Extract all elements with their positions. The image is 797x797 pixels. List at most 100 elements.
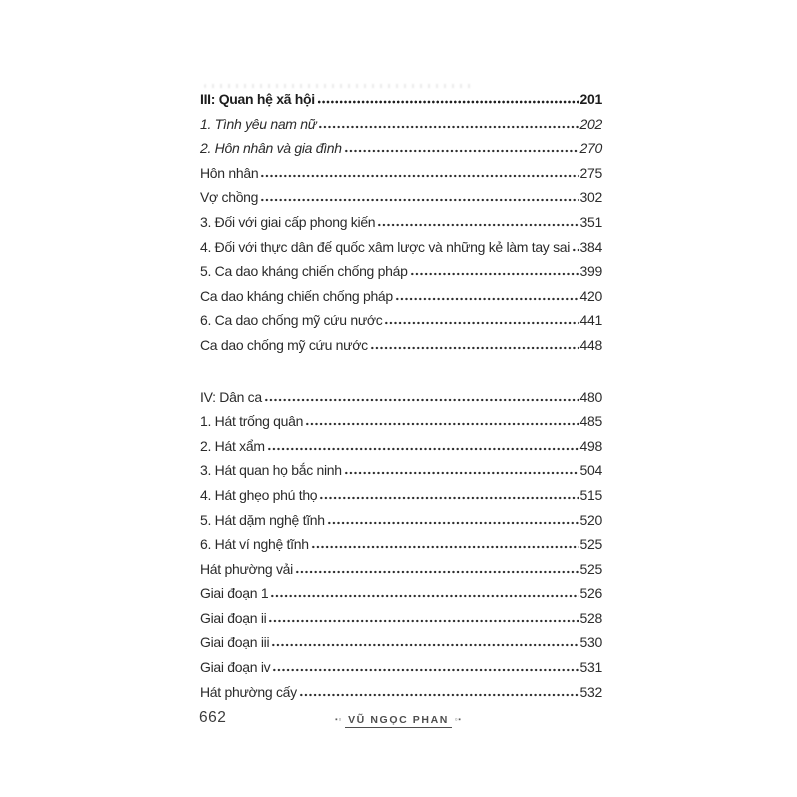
toc-entry-label: 4. Đối với thực dân đế quốc xâm lược và … bbox=[200, 238, 571, 255]
toc-entry-page-number: 202 bbox=[579, 115, 603, 132]
dot-leader bbox=[260, 198, 579, 203]
toc-row: Vợ chồng 302 bbox=[200, 185, 602, 210]
toc-entry-page-number: 384 bbox=[579, 238, 603, 255]
toc-entry-page-number: 275 bbox=[579, 164, 603, 181]
toc-entry-page-number: 441 bbox=[579, 312, 603, 329]
author-logo: ▪▫ VŨ NGỌC PHAN ▫▪ bbox=[0, 714, 797, 728]
toc-entry-page-number: 504 bbox=[579, 462, 603, 479]
toc-entry-label: Giai đoạn ii bbox=[200, 609, 267, 626]
toc-entry-label: 5. Ca dao kháng chiến chống pháp bbox=[200, 263, 408, 280]
toc-entry-label: 2. Hát xẩm bbox=[200, 437, 265, 454]
dot-leader bbox=[394, 296, 579, 301]
toc-row: 5. Hát dặm nghệ tĩnh 520 bbox=[200, 508, 602, 533]
toc-row: IV: Dân ca 480 bbox=[200, 385, 602, 410]
toc-entry-page-number: 498 bbox=[579, 437, 603, 454]
toc-row: Giai đoạn 1 526 bbox=[200, 581, 602, 606]
dot-leader bbox=[263, 397, 579, 402]
toc-entry-label: Giai đoạn iii bbox=[200, 634, 270, 651]
dot-leader bbox=[260, 173, 579, 178]
dot-leader bbox=[272, 668, 579, 673]
dot-leader bbox=[316, 100, 579, 104]
toc-row: Giai đoạn ii 528 bbox=[200, 606, 602, 631]
toc-section: IV: Dân ca 480 1. Hát trống quân 485 2. Hát … bbox=[200, 385, 602, 705]
toc-entry-page-number: 531 bbox=[579, 659, 603, 676]
page-footer: 662 ▪▫ VŨ NGỌC PHAN ▫▪ bbox=[0, 706, 797, 738]
dot-leader bbox=[409, 272, 579, 277]
toc-entry-page-number: 515 bbox=[579, 486, 603, 503]
dot-leader bbox=[271, 643, 579, 648]
toc-row: 5. Ca dao kháng chiến chống pháp 399 bbox=[200, 259, 602, 284]
dot-leader bbox=[343, 149, 579, 154]
table-of-contents: III: Quan hệ xã hội 201 1. Tình yêu nam nữ… bbox=[200, 87, 602, 704]
toc-entry-label: Vợ chồng bbox=[200, 189, 259, 206]
toc-row: 4. Đối với thực dân đế quốc xâm lược và … bbox=[200, 235, 602, 260]
dot-leader bbox=[319, 495, 579, 500]
toc-entry-page-number: 420 bbox=[579, 287, 603, 304]
toc-entry-page-number: 485 bbox=[579, 413, 603, 430]
dot-leader bbox=[298, 692, 579, 697]
dot-leader bbox=[377, 222, 579, 227]
toc-entry-page-number: 480 bbox=[579, 388, 603, 405]
toc-entry-label: Giai đoạn iv bbox=[200, 659, 271, 676]
toc-entry-label: Hát phường cấy bbox=[200, 683, 297, 700]
toc-entry-page-number: 201 bbox=[579, 91, 603, 107]
dot-leader bbox=[270, 594, 579, 599]
toc-entry-page-number: 399 bbox=[579, 263, 603, 280]
dot-leader bbox=[343, 471, 579, 476]
toc-entry-label: 3. Hát quan họ bắc ninh bbox=[200, 462, 342, 479]
toc-entry-page-number: 525 bbox=[579, 560, 603, 577]
toc-entry-page-number: 532 bbox=[579, 683, 603, 700]
author-logo-text: VŨ NGỌC PHAN bbox=[345, 714, 452, 728]
toc-entry-label: 1. Hát trống quân bbox=[200, 413, 304, 430]
toc-entry-page-number: 448 bbox=[579, 336, 603, 353]
toc-entry-label: 6. Ca dao chống mỹ cứu nước bbox=[200, 312, 383, 329]
toc-row: 1. Tình yêu nam nữ 202 bbox=[200, 112, 602, 137]
toc-entry-page-number: 351 bbox=[579, 213, 603, 230]
dot-leader bbox=[572, 247, 579, 252]
toc-entry-label: 3. Đối với giai cấp phong kiến bbox=[200, 213, 376, 230]
toc-section: III: Quan hệ xã hội 201 1. Tình yêu nam nữ… bbox=[200, 87, 602, 358]
toc-entry-label: 2. Hôn nhân và gia đình bbox=[200, 140, 342, 157]
toc-entry-label: Hôn nhân bbox=[200, 164, 259, 181]
toc-entry-page-number: 302 bbox=[579, 189, 603, 206]
toc-row: Ca dao kháng chiến chống pháp 420 bbox=[200, 284, 602, 309]
toc-entry-label: III: Quan hệ xã hội bbox=[200, 91, 315, 107]
toc-entry-label: Ca dao chống mỹ cứu nước bbox=[200, 336, 368, 353]
toc-row: 6. Ca dao chống mỹ cứu nước 441 bbox=[200, 308, 602, 333]
logo-ornament-right-icon: ▫▪ bbox=[454, 716, 462, 724]
toc-row: Hát phường cấy 532 bbox=[200, 680, 602, 705]
dot-leader bbox=[305, 422, 579, 427]
toc-entry-label: Ca dao kháng chiến chống pháp bbox=[200, 287, 393, 304]
toc-entry-label: 6. Hát ví nghệ tĩnh bbox=[200, 536, 309, 553]
toc-row: 3. Đối với giai cấp phong kiến 351 bbox=[200, 210, 602, 235]
toc-row: 2. Hát xẩm 498 bbox=[200, 434, 602, 459]
dot-leader bbox=[310, 545, 579, 550]
logo-ornament-left-icon: ▪▫ bbox=[335, 716, 343, 724]
dot-leader bbox=[268, 618, 579, 623]
toc-entry-page-number: 526 bbox=[579, 585, 603, 602]
print-bleed-artifact bbox=[204, 84, 476, 88]
toc-row: Ca dao chống mỹ cứu nước 448 bbox=[200, 333, 602, 358]
toc-row: 1. Hát trống quân 485 bbox=[200, 409, 602, 434]
toc-entry-label: 4. Hát ghẹo phú thọ bbox=[200, 486, 318, 503]
toc-row: 3. Hát quan họ bắc ninh 504 bbox=[200, 458, 602, 483]
toc-row: 2. Hôn nhân và gia đình 270 bbox=[200, 136, 602, 161]
folio-page-number: 662 bbox=[199, 709, 227, 726]
toc-entry-label: Giai đoạn 1 bbox=[200, 585, 269, 602]
toc-entry-page-number: 525 bbox=[579, 536, 603, 553]
toc-row: Giai đoạn iv 531 bbox=[200, 655, 602, 680]
dot-leader bbox=[266, 446, 579, 451]
dot-leader bbox=[318, 124, 579, 129]
toc-entry-label: 1. Tình yêu nam nữ bbox=[200, 115, 317, 132]
toc-entry-label: Hát phường vải bbox=[200, 560, 293, 577]
toc-entry-page-number: 520 bbox=[579, 511, 603, 528]
toc-row: Giai đoạn iii 530 bbox=[200, 630, 602, 655]
toc-entry-page-number: 528 bbox=[579, 609, 603, 626]
dot-leader bbox=[294, 569, 579, 574]
dot-leader bbox=[326, 520, 579, 525]
toc-row: III: Quan hệ xã hội 201 bbox=[200, 87, 602, 112]
toc-entry-label: 5. Hát dặm nghệ tĩnh bbox=[200, 511, 325, 528]
toc-entry-page-number: 270 bbox=[579, 140, 603, 157]
toc-entry-page-number: 530 bbox=[579, 634, 603, 651]
